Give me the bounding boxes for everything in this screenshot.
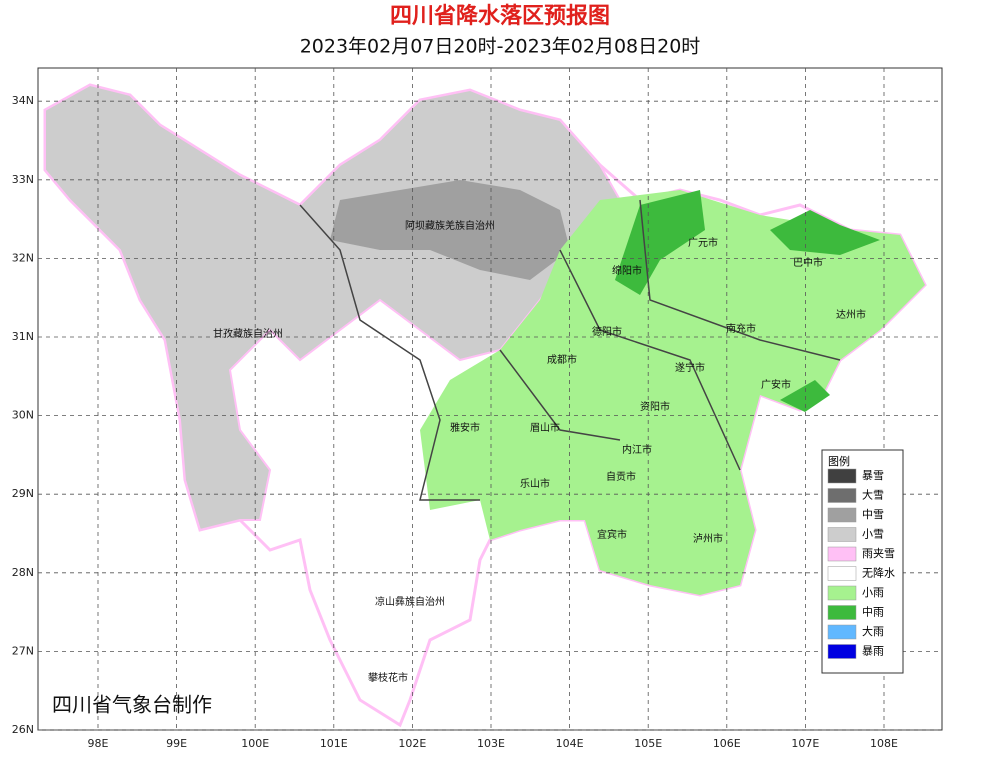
- legend-label: 雨夹雪: [862, 547, 895, 560]
- lat-tick-label: 34N: [12, 94, 34, 107]
- legend-box: [821, 449, 904, 674]
- legend-swatch: [827, 507, 857, 523]
- map-title: 四川省降水落区预报图: [390, 4, 610, 29]
- place-label: 巴中市: [793, 256, 823, 269]
- legend-swatch: [827, 585, 857, 601]
- place-label: 宜宾市: [597, 528, 627, 541]
- lon-tick-label: 98E: [88, 737, 109, 750]
- legend-label: 暴雨: [862, 645, 884, 658]
- place-label: 绵阳市: [612, 264, 642, 277]
- place-label: 南充市: [726, 322, 756, 335]
- place-label: 内江市: [622, 443, 652, 456]
- lon-tick-label: 99E: [166, 737, 187, 750]
- legend-title: 图例: [828, 454, 850, 468]
- place-label: 乐山市: [520, 477, 550, 490]
- legend-swatch: [827, 605, 857, 620]
- place-label: 阿坝藏族羌族自治州: [405, 219, 495, 232]
- place-label: 雅安市: [450, 421, 480, 434]
- moderate-rain-area: [770, 210, 880, 255]
- legend-swatch: [827, 468, 857, 484]
- lon-tick-label: 106E: [713, 737, 741, 750]
- moderate-snow-area: [330, 180, 570, 280]
- lat-tick-label: 31N: [12, 330, 34, 343]
- lat-tick-label: 30N: [12, 409, 34, 422]
- boundary-lines: [299, 199, 841, 501]
- lon-tick-label: 101E: [320, 737, 348, 750]
- place-label: 眉山市: [530, 421, 560, 434]
- legend-label: 无降水: [862, 566, 895, 580]
- legend-label: 小雪: [862, 528, 884, 541]
- legend-label: 中雪: [862, 508, 884, 521]
- legend-swatch: [827, 546, 857, 562]
- lat-tick-label: 27N: [12, 644, 34, 657]
- lat-tick-label: 32N: [12, 251, 34, 264]
- place-label: 达州市: [836, 308, 866, 321]
- lon-tick-label: 107E: [791, 737, 819, 750]
- legend-swatch: [827, 624, 857, 640]
- place-label: 资阳市: [640, 400, 670, 413]
- credit: 四川省气象台制作: [52, 693, 212, 717]
- legend-label: 小雨: [862, 586, 884, 599]
- lon-tick-label: 104E: [556, 737, 584, 750]
- legend-label: 大雪: [862, 488, 884, 502]
- map-subtitle: 2023年02月07日20时-2023年02月08日20时: [300, 36, 701, 58]
- lat-tick-label: 33N: [12, 173, 34, 186]
- legend-label: 暴雪: [862, 469, 884, 482]
- place-label: 自贡市: [606, 470, 636, 483]
- place-label: 泸州市: [693, 532, 723, 545]
- lon-tick-label: 103E: [477, 737, 505, 750]
- place-label: 德阳市: [592, 325, 622, 338]
- lon-tick-label: 100E: [241, 737, 269, 750]
- legend-swatch: [827, 644, 857, 659]
- legend-label: 中雨: [862, 606, 884, 619]
- place-label: 遂宁市: [675, 361, 705, 374]
- legend-swatch: [827, 488, 857, 503]
- moderate-rain-area: [615, 190, 705, 295]
- legend-swatch: [827, 566, 857, 581]
- legend-label: 大雨: [862, 624, 884, 638]
- lat-tick-label: 29N: [12, 487, 34, 500]
- place-label: 甘孜藏族自治州: [213, 327, 283, 340]
- lat-tick-label: 26N: [12, 723, 34, 736]
- light-rain-area: [420, 190, 925, 595]
- precip-regions: [43, 83, 927, 728]
- lat-tick-label: 28N: [12, 566, 34, 579]
- legend-swatch: [827, 527, 857, 542]
- place-label: 广安市: [761, 378, 791, 391]
- lon-tick-label: 105E: [634, 737, 662, 750]
- place-label: 成都市: [547, 353, 577, 366]
- lon-tick-label: 102E: [398, 737, 426, 750]
- place-label: 凉山彝族自治州: [375, 595, 445, 608]
- place-label: 广元市: [688, 236, 718, 249]
- lon-tick-label: 108E: [870, 737, 898, 750]
- place-label: 攀枝花市: [368, 671, 408, 684]
